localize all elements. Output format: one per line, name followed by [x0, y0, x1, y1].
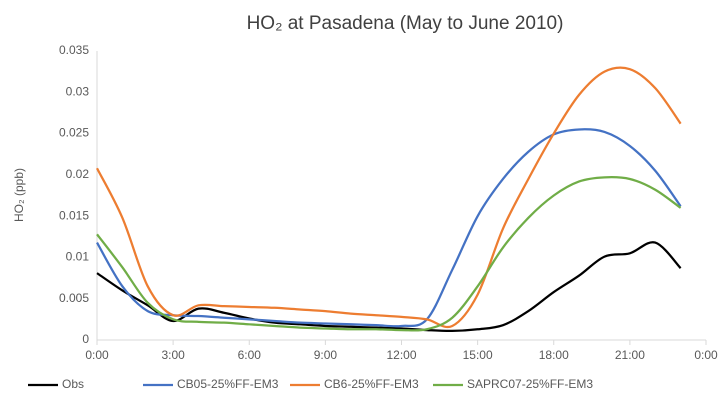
legend-label: CB05-25%FF-EM3 — [177, 377, 279, 391]
y-tick-label: 0.015 — [59, 208, 89, 222]
chart-title: HO₂ at Pasadena (May to June 2010) — [247, 13, 564, 34]
y-tick-label: 0 — [82, 332, 89, 346]
x-tick-label: 21:00 — [615, 348, 645, 362]
x-tick-label: 0:00 — [85, 348, 109, 362]
x-tick-label: 0:00 — [694, 348, 718, 362]
legend-label: SAPRC07-25%FF-EM3 — [467, 377, 593, 391]
y-tick-label: 0.02 — [66, 167, 90, 181]
y-axis-label: HO₂ (ppb) — [12, 168, 26, 222]
series-line — [96, 176, 682, 332]
y-tick-label: 0.01 — [66, 250, 90, 264]
y-tick-label: 0.025 — [59, 126, 89, 140]
x-tick-label: 9:00 — [314, 348, 338, 362]
x-tick-label: 15:00 — [463, 348, 493, 362]
series-line — [96, 241, 682, 333]
y-tick-label: 0.005 — [59, 291, 89, 305]
x-tick-label: 12:00 — [386, 348, 416, 362]
x-tick-label: 3:00 — [161, 348, 185, 362]
y-tick-label: 0.035 — [59, 43, 89, 57]
series-line — [95, 66, 682, 329]
x-tick-label: 18:00 — [539, 348, 569, 362]
x-tick-label: 6:00 — [238, 348, 262, 362]
legend-label: Obs — [62, 377, 84, 391]
series-line — [96, 128, 682, 328]
y-tick-label: 0.03 — [66, 84, 90, 98]
legend-label: CB6-25%FF-EM3 — [324, 377, 419, 391]
